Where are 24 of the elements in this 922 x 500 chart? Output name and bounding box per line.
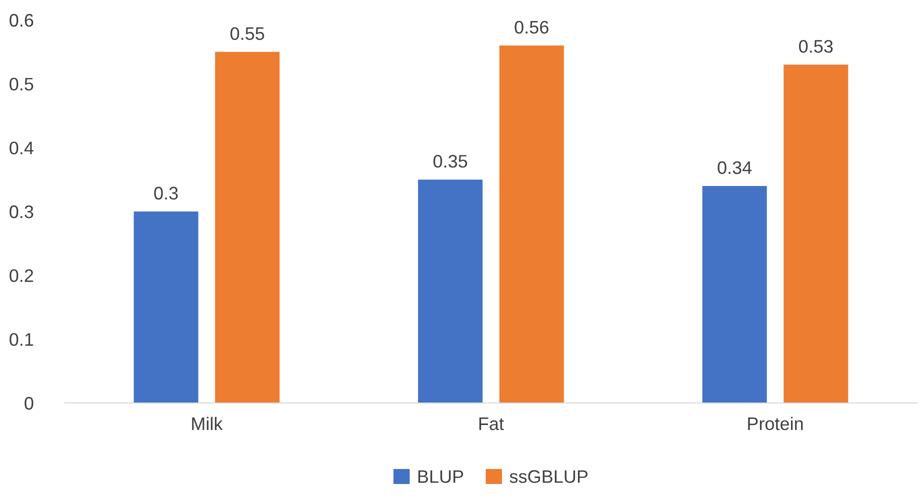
bar [784,64,848,403]
bar [134,212,198,403]
bar [702,186,767,403]
bar [215,52,280,403]
data-label: 0.53 [799,40,833,53]
data-label: 0.55 [230,27,264,40]
y-tick-label: 0.6 [10,14,34,27]
data-label: 0.56 [514,20,548,34]
y-tick-label: 0.4 [10,142,34,154]
data-label: 0.34 [718,161,752,174]
legend-label: BLUP [418,470,464,483]
y-tick-label: 0.1 [10,333,34,346]
x-tick-label: Fat [479,418,504,430]
y-tick-label: 0.3 [10,205,34,218]
legend-label: ssGBLUP [510,470,588,483]
y-tick-label: 0.2 [10,269,34,282]
data-label: 0.3 [154,186,178,200]
y-tick-label: 0 [24,396,34,410]
y-tick-label: 0.5 [10,78,34,91]
x-tick-label: Milk [192,416,223,430]
bar [418,180,483,403]
bar [499,46,564,403]
data-label: 0.35 [433,154,468,168]
x-tick-label: Protein [748,416,803,430]
